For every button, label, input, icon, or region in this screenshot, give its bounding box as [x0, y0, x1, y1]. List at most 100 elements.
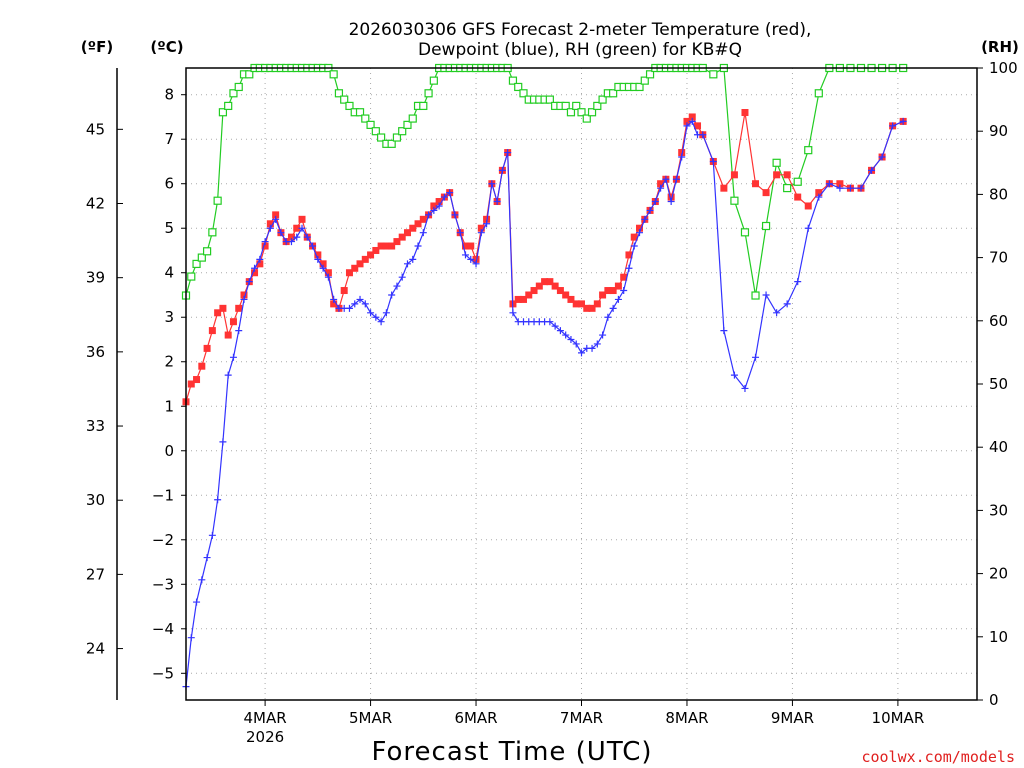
dewpoint-point	[651, 198, 659, 206]
celsius-tick-label: −5	[152, 664, 174, 682]
temperature-point	[483, 215, 491, 223]
rh-point	[229, 89, 238, 98]
temperature-point	[393, 238, 401, 246]
dewpoint-point	[720, 327, 728, 335]
temperature-point	[193, 376, 201, 384]
rh-point	[783, 183, 792, 193]
temperature-point	[388, 242, 396, 250]
dewpoint-point	[298, 224, 306, 232]
temperature-point	[519, 295, 527, 303]
fahrenheit-tick-label: 33	[86, 417, 105, 435]
temperature-point	[403, 229, 411, 237]
temperature-point	[367, 251, 375, 259]
rh-point	[403, 120, 412, 129]
temperature-point	[556, 287, 564, 295]
x-tick-label: 8MAR	[665, 709, 708, 727]
temperature-point	[730, 171, 738, 179]
x-tick-label: 5MAR	[349, 709, 392, 727]
celsius-tick-label: 4	[164, 264, 174, 282]
chart-title-line2: Dewpoint (blue), RH (green) for KB#Q	[418, 40, 742, 60]
temperature-point	[214, 309, 222, 317]
dewpoint-series	[182, 117, 907, 691]
rh-point	[345, 101, 354, 111]
dewpoint-point	[303, 233, 311, 241]
dewpoint-point	[203, 554, 211, 562]
dewpoint-point	[398, 273, 406, 281]
temperature-point	[345, 269, 353, 277]
rh-point	[640, 76, 649, 85]
rh-tick-label: 20	[989, 565, 1008, 583]
dewpoint-point	[794, 278, 802, 286]
rh-tick-label: 100	[989, 59, 1018, 77]
dewpoint-point	[477, 229, 485, 237]
celsius-tick-label: 5	[164, 219, 174, 237]
dewpoint-point	[419, 229, 427, 237]
rh-point	[508, 76, 518, 85]
dewpoint-point	[804, 224, 812, 232]
fahrenheit-tick-label: 42	[86, 194, 105, 212]
rh-point	[582, 114, 591, 123]
dewpoint-point	[641, 215, 649, 223]
rh-point	[793, 177, 802, 186]
fahrenheit-tick-label: 45	[86, 120, 105, 138]
temperature-point	[340, 287, 348, 295]
dewpoint-point	[825, 180, 833, 188]
temperature-point	[614, 282, 622, 290]
dewpoint-point	[509, 309, 517, 317]
dewpoint-point	[261, 238, 269, 246]
temperature-point	[293, 224, 301, 232]
dewpoint-point	[672, 175, 680, 183]
dewpoint-point	[620, 287, 628, 295]
temperature-point	[593, 300, 601, 308]
dewpoint-point	[546, 318, 554, 326]
rh-tick-label: 40	[989, 438, 1008, 456]
temperature-point	[208, 327, 216, 335]
rh-tick-label: 0	[989, 691, 999, 709]
dewpoint-point	[351, 300, 359, 308]
celsius-tick-label: 7	[164, 130, 174, 148]
rh-point	[598, 95, 607, 104]
rh-point	[519, 89, 528, 98]
temperature-point	[261, 242, 269, 250]
dewpoint-point	[730, 371, 738, 379]
temperature-point	[477, 224, 485, 232]
dewpoint-point	[572, 340, 580, 348]
dewpoint-point	[678, 153, 686, 161]
rh-point	[572, 101, 581, 111]
temperature-point	[836, 180, 844, 188]
dewpoint-point	[393, 282, 401, 290]
fahrenheit-tick-label: 36	[86, 343, 105, 361]
x-tick-label: 9MAR	[771, 709, 814, 727]
dewpoint-point	[388, 291, 396, 299]
temperature-point	[804, 202, 812, 210]
dewpoint-point	[488, 180, 496, 188]
rh-point	[561, 101, 570, 111]
dewpoint-point	[245, 278, 253, 286]
plot-frame	[185, 67, 978, 701]
rh-point	[424, 89, 433, 98]
rh-point	[192, 259, 201, 269]
dewpoint-point	[636, 229, 644, 237]
dewpoint-point	[430, 206, 438, 214]
dewpoint-point	[556, 327, 564, 335]
dewpoint-point	[752, 353, 760, 361]
temperature-point	[667, 193, 675, 201]
rh-point	[334, 89, 344, 98]
rh-point	[545, 95, 554, 104]
dewpoint-point	[367, 309, 375, 317]
temperature-point	[514, 295, 522, 303]
celsius-tick-label: −4	[152, 620, 174, 638]
dewpoint-point	[657, 184, 665, 192]
temperature-point	[461, 242, 469, 250]
temperature-point	[578, 300, 585, 308]
dewpoint-point	[551, 322, 559, 330]
dewpoint-point	[277, 229, 285, 237]
dewpoint-point	[857, 184, 865, 192]
temperature-point	[361, 255, 369, 263]
rh-point	[377, 133, 386, 142]
rh-point	[730, 196, 739, 205]
temperature-point	[287, 233, 295, 241]
dewpoint-point	[646, 206, 654, 214]
rh-point	[392, 133, 402, 142]
temperature-point	[382, 242, 390, 250]
